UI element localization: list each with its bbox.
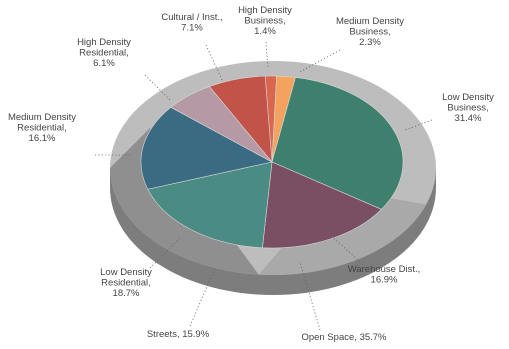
slice-label-line: 7.1%	[181, 23, 203, 34]
slice-label-line: Residential,	[79, 48, 129, 59]
pie-slice-warehouse-dist	[262, 161, 382, 249]
slice-label-line: Residential,	[101, 278, 151, 289]
slice-label-high-density: High Density Residential, 6.1%	[77, 37, 131, 69]
ring-label-streets-15-9: Streets, 15.9%	[147, 329, 210, 340]
slice-label-line: Business,	[447, 103, 488, 114]
slice-leader-medium-density	[299, 49, 341, 73]
inner-pie	[140, 75, 404, 249]
slice-label-cultural-inst: Cultural / Inst., 7.1%	[161, 12, 222, 34]
slice-leader-high-density	[265, 41, 269, 69]
slice-leader-low-density	[404, 119, 433, 131]
slice-label-line: Business,	[244, 16, 285, 27]
slice-label-line: Business,	[349, 27, 390, 38]
slice-label-medium-density: Medium Density Residential, 16.1%	[8, 112, 76, 144]
slice-label-line: High Density	[77, 37, 131, 48]
labels: High Density Business, 1.4%Medium Density B…	[8, 5, 494, 343]
slice-label-low-density: Low Density Residential, 18.7%	[100, 267, 152, 299]
slice-leader-high-density	[144, 74, 171, 101]
slice-label-line: 16.1%	[29, 133, 56, 144]
ring-label-open-space-35-7: Open Space, 35.7%	[301, 332, 387, 343]
ring-leader-streets-15-9	[189, 267, 216, 327]
slice-label-line: 2.3%	[359, 37, 381, 48]
slice-label-line: Low Density	[442, 92, 494, 103]
slice-label-line: 6.1%	[93, 58, 115, 69]
slice-label-line: 18.7%	[113, 288, 140, 299]
pie-slice-low-density-residential	[147, 161, 273, 249]
ring-label-line: Open Space, 35.7%	[301, 332, 387, 343]
slice-label-line: 1.4%	[254, 26, 276, 37]
slice-leader-warehouse-dist	[324, 229, 361, 263]
slice-label-low-density: Low Density Business, 31.4%	[442, 92, 494, 124]
slice-label-line: 16.9%	[371, 275, 398, 286]
slice-label-line: 31.4%	[455, 113, 482, 124]
slice-label-line: Medium Density	[8, 112, 76, 123]
pie-slice-cultural-inst	[208, 75, 273, 163]
slice-label-line: High Density	[238, 5, 292, 16]
pie-slice-low-density-business	[271, 77, 404, 210]
slice-label-line: Medium Density	[336, 16, 404, 27]
slice-label-warehouse-dist: Warehouse Dist., 16.9%	[348, 264, 421, 286]
pie-slice-medium-density-residential	[140, 106, 273, 190]
slice-label-line: Warehouse Dist.,	[348, 264, 421, 275]
slice-label-high-density: High Density Business, 1.4%	[238, 5, 292, 37]
leader-lines	[95, 41, 433, 331]
slice-label-line: Cultural / Inst.,	[161, 12, 222, 23]
slice-label-medium-density: Medium Density Business, 2.3%	[336, 16, 404, 48]
slice-label-line: Low Density	[100, 267, 152, 278]
slice-label-line: Residential,	[17, 123, 67, 134]
ring-label-line: Streets, 15.9%	[147, 329, 210, 340]
slice-leader-low-density	[149, 237, 181, 269]
